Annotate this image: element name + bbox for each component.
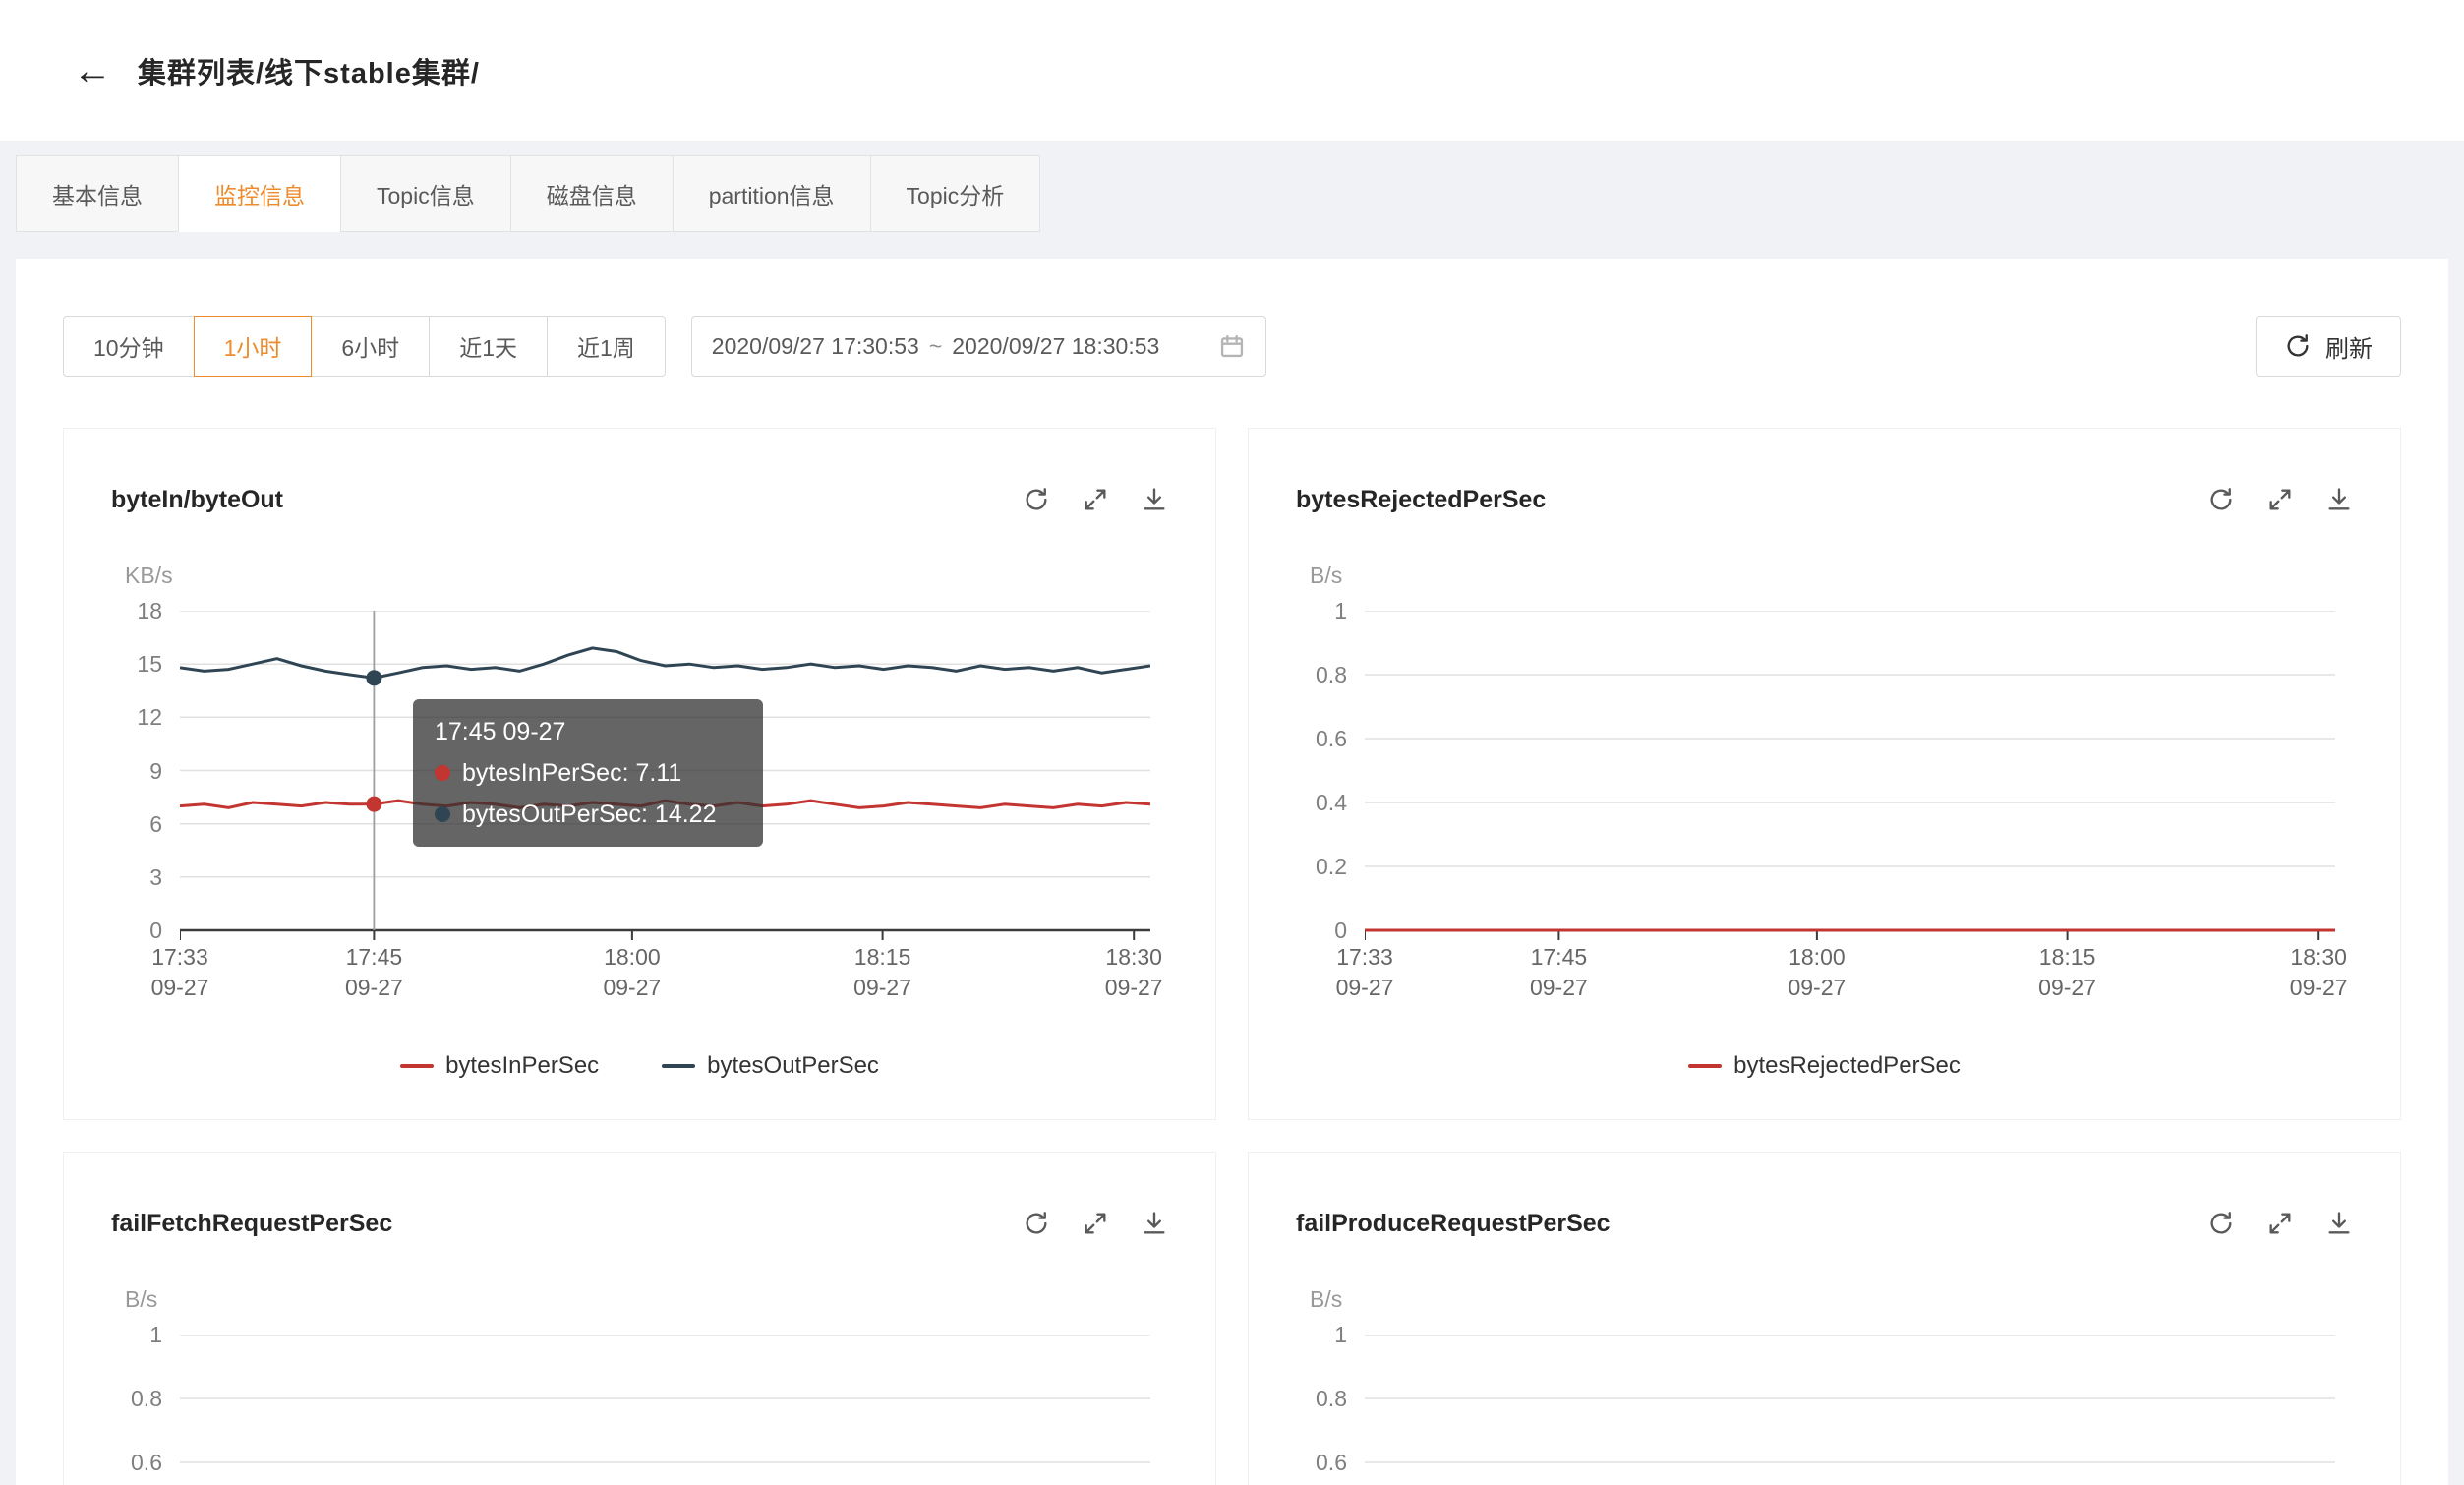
chart-title: bytesRejectedPerSec (1296, 485, 1547, 513)
time-range-group: 10分钟 1小时 6小时 近1天 近1周 (63, 316, 666, 377)
y-tick-label: 0.6 (131, 1450, 162, 1475)
monitor-toolbar: 10分钟 1小时 6小时 近1天 近1周 2020/09/27 17:30:53… (63, 316, 2401, 377)
chart-expand-icon[interactable] (2266, 486, 2294, 513)
y-tick-label: 0.8 (1316, 662, 1347, 687)
x-tick-label: 17:45 09-27 (1529, 944, 1588, 1000)
calendar-icon[interactable] (1218, 332, 1246, 360)
x-tick-label: 18:00 09-27 (603, 944, 662, 1000)
range-button-6hour[interactable]: 6小时 (311, 316, 431, 377)
legend-label: bytesInPerSec (445, 1052, 600, 1079)
chart-refresh-icon[interactable] (2207, 1210, 2235, 1237)
y-tick-label: 1 (149, 1322, 162, 1347)
chart-card-bytein-byteout: byteIn/byteOut KB/s 0 3 6 9 12 15 18 17:33 09-27 1… (63, 428, 1216, 1120)
tab-bar: 基本信息 监控信息 Topic信息 磁盘信息 partition信息 Topic… (16, 155, 2448, 232)
chart-card-fail-produce: failProduceRequestPerSec B/s00.20.40.60.… (1248, 1152, 2401, 1485)
chart-legend: bytesInPerSec bytesOutPerSec (111, 1052, 1168, 1080)
x-tick-label: 17:33 09-27 (150, 944, 209, 1000)
chart-download-icon[interactable] (1141, 1210, 1168, 1237)
legend-label: bytesRejectedPerSec (1733, 1052, 1961, 1079)
chart-legend: bytesRejectedPerSec (1296, 1052, 2353, 1080)
tab-partition-info[interactable]: partition信息 (672, 155, 871, 232)
y-tick-label: 15 (137, 651, 162, 678)
y-tick-label: 0.8 (131, 1386, 162, 1411)
x-tick-label: 18:30 09-27 (1104, 944, 1163, 1000)
chart-title: byteIn/byteOut (111, 485, 284, 513)
y-axis-unit: B/s (1310, 1286, 1343, 1312)
y-tick-label: 9 (149, 757, 162, 784)
chart-title: failFetchRequestPerSec (111, 1209, 393, 1237)
tab-basic-info[interactable]: 基本信息 (16, 155, 179, 232)
chart-canvas[interactable] (179, 610, 1151, 942)
y-tick-label: 12 (137, 704, 162, 731)
y-tick-label: 0.6 (1316, 726, 1347, 751)
date-range-picker[interactable]: 2020/09/27 17:30:53 ~ 2020/09/27 18:30:5… (690, 316, 1266, 377)
chart-download-icon[interactable] (2325, 486, 2353, 513)
y-tick-label: 3 (149, 863, 162, 890)
x-tick-label: 18:15 09-27 (853, 944, 912, 1000)
chart-refresh-icon[interactable] (1023, 1210, 1050, 1237)
range-button-1week[interactable]: 近1周 (546, 316, 666, 377)
date-start: 2020/09/27 17:30:53 (711, 332, 919, 359)
tab-monitor-info[interactable]: 监控信息 (178, 155, 341, 232)
x-tick-label: 18:30 09-27 (2289, 944, 2348, 1000)
x-tick-label: 17:33 09-27 (1335, 944, 1394, 1000)
y-tick-label: 0.6 (1316, 1450, 1347, 1475)
chart-title: failProduceRequestPerSec (1296, 1209, 1611, 1237)
main-panel: 10分钟 1小时 6小时 近1天 近1周 2020/09/27 17:30:53… (16, 259, 2448, 1485)
chart-expand-icon[interactable] (2266, 1210, 2294, 1237)
y-tick-label: 0.2 (1316, 854, 1347, 879)
refresh-label: 刷新 (2325, 335, 2373, 363)
chart-expand-icon[interactable] (1082, 1210, 1109, 1237)
refresh-button[interactable]: 刷新 (2256, 316, 2401, 377)
chart-refresh-icon[interactable] (1023, 486, 1050, 513)
chart-card-fail-fetch: failFetchRequestPerSec B/s00.20.40.60.81… (63, 1152, 1216, 1485)
chart-download-icon[interactable] (1141, 486, 1168, 513)
y-tick-label: 1 (1334, 1322, 1347, 1347)
y-tick-label: 18 (137, 598, 162, 624)
tab-topic-analysis[interactable]: Topic分析 (869, 155, 1041, 232)
legend-item[interactable]: bytesRejectedPerSec (1688, 1052, 1961, 1080)
chart-area: KB/s 0 3 6 9 12 15 18 17:33 09-27 17:45 09-27 18:00 0… (111, 537, 1168, 1009)
y-tick-label: 1 (1334, 598, 1347, 624)
y-tick-label: 0 (149, 918, 162, 943)
y-tick-label: 0.4 (1316, 790, 1347, 815)
y-axis-unit: B/s (1310, 563, 1343, 588)
legend-line-marker (1688, 1064, 1723, 1068)
tab-topic-info[interactable]: Topic信息 (340, 155, 511, 232)
range-button-1day[interactable]: 近1天 (429, 316, 548, 377)
chart-canvas[interactable] (180, 1334, 1150, 1485)
chart-card-bytes-rejected: bytesRejectedPerSec B/s 0 0.2 0.4 0.6 0.8 1 17:… (1248, 428, 2401, 1120)
y-axis-unit: B/s (125, 1286, 158, 1312)
breadcrumb: 集群列表/线下stable集群/ (138, 57, 480, 89)
page-header: ← 集群列表/线下stable集群/ (0, 0, 2464, 141)
chart-download-icon[interactable] (2325, 1210, 2353, 1237)
chart-canvas[interactable] (1365, 1334, 2335, 1485)
chart-refresh-icon[interactable] (2207, 486, 2235, 513)
x-tick-label: 18:00 09-27 (1788, 944, 1847, 1000)
chart-expand-icon[interactable] (1082, 486, 1109, 513)
y-tick-label: 6 (149, 810, 162, 837)
charts-grid: byteIn/byteOut KB/s 0 3 6 9 12 15 18 17:33 09-27 1… (63, 428, 2401, 1485)
y-axis-unit: KB/s (125, 563, 173, 588)
legend-line-marker (662, 1064, 696, 1068)
legend-item[interactable]: bytesInPerSec (400, 1052, 599, 1080)
legend-item[interactable]: bytesOutPerSec (662, 1052, 879, 1080)
y-tick-label: 0 (1334, 918, 1347, 943)
date-separator: ~ (928, 332, 943, 359)
range-button-1hour[interactable]: 1小时 (193, 316, 313, 377)
chart-canvas[interactable] (1364, 610, 2335, 942)
chart-area: B/s00.20.40.60.8117:3309-2717:4509-2718:… (111, 1261, 1168, 1485)
legend-label: bytesOutPerSec (707, 1052, 879, 1079)
tab-disk-info[interactable]: 磁盘信息 (509, 155, 674, 232)
date-end: 2020/09/27 18:30:53 (952, 332, 1160, 359)
back-button[interactable]: ← (69, 47, 116, 94)
range-button-10min[interactable]: 10分钟 (63, 316, 195, 377)
chart-area: B/s00.20.40.60.8117:3309-2717:4509-2718:… (1296, 1261, 2353, 1485)
x-tick-label: 17:45 09-27 (344, 944, 403, 1000)
x-tick-label: 18:15 09-27 (2038, 944, 2097, 1000)
legend-line-marker (400, 1064, 435, 1068)
y-tick-label: 0.8 (1316, 1386, 1347, 1411)
